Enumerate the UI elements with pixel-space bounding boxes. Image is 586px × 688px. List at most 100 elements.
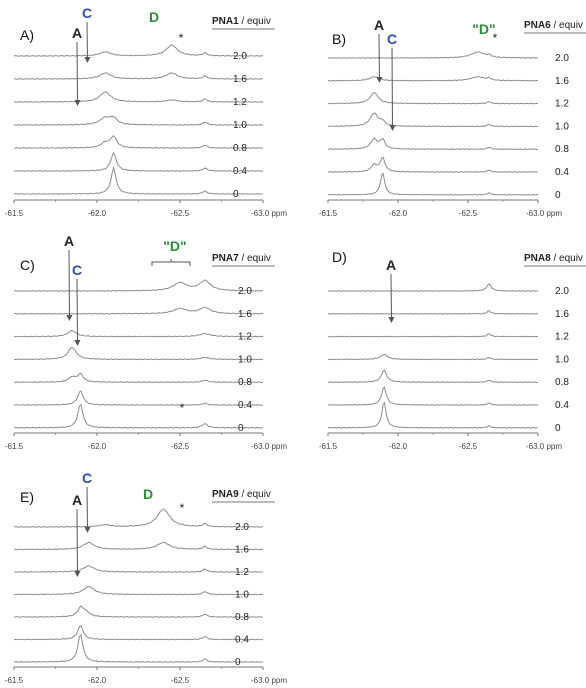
compound-header: PNA9 / equiv xyxy=(212,489,271,500)
equiv-unit: / equiv xyxy=(239,253,271,264)
spectrum-trace-1.2 xyxy=(327,92,539,105)
equiv-unit: / equiv xyxy=(239,16,271,27)
x-tick-label: -62.0 xyxy=(88,676,107,685)
peak-arrow xyxy=(84,21,91,63)
spectrum-trace-0.8 xyxy=(13,372,264,383)
x-tick-label: -61.5 xyxy=(5,676,24,685)
x-tick-label: -62.5 xyxy=(171,442,190,451)
spectrum-trace-1.0 xyxy=(327,353,539,361)
peak-arrow xyxy=(74,41,81,106)
x-tick-label: -62.0 xyxy=(389,209,408,218)
spectrum-trace-0 xyxy=(327,172,539,196)
spectrum-trace-0.4 xyxy=(13,625,264,641)
equiv-label: 1.0 xyxy=(238,354,252,365)
equiv-label: 0.4 xyxy=(238,400,252,411)
spectrum-trace-1.2 xyxy=(13,565,264,573)
spectrum-trace-2.0 xyxy=(327,51,539,59)
compound-name: PNA9 xyxy=(212,489,239,500)
compound-header: PNA1 / equiv xyxy=(212,16,271,27)
peak-arrow xyxy=(376,33,383,83)
equiv-label: 0 xyxy=(555,423,561,434)
peak-label-a: A xyxy=(64,233,74,249)
nmr-panel-b: B) PNA6 / equiv 2.0 1.6 1.2 1.0 0.8 0.4 0 -61.5 -6… xyxy=(319,17,586,218)
equiv-label: 0.4 xyxy=(235,635,249,646)
spectrum-trace-0 xyxy=(327,401,539,429)
equiv-label: 2.0 xyxy=(233,51,247,62)
equiv-label: 0 xyxy=(555,190,561,201)
spectrum-trace-1.6 xyxy=(327,75,539,82)
peak-label-c: C xyxy=(82,470,92,486)
panel-letter: D) xyxy=(332,249,347,265)
panel-letter: C) xyxy=(20,257,35,273)
equiv-label: 2.0 xyxy=(555,286,569,297)
peak-label-a: A xyxy=(374,17,384,33)
x-tick-label: -62.5 xyxy=(459,209,478,218)
x-tick-label: -61.5 xyxy=(5,442,24,451)
peak-label-a: A xyxy=(72,492,82,508)
spectrum-trace-1.0 xyxy=(13,585,264,596)
equiv-label: 1.6 xyxy=(235,545,249,556)
equiv-label: 2.0 xyxy=(238,286,252,297)
equiv-label: 0.4 xyxy=(555,400,569,411)
equiv-label: 1.6 xyxy=(555,76,569,87)
spectrum-trace-0.8 xyxy=(13,605,264,618)
spectrum-trace-0 xyxy=(13,165,264,195)
compound-name: PNA8 xyxy=(524,253,551,264)
peak-arrow xyxy=(74,278,81,346)
peak-arrow xyxy=(66,249,73,321)
x-tick-label: -63.0 ppm xyxy=(251,209,287,218)
x-tick-label: -62.0 xyxy=(389,442,408,451)
equiv-label: 1.2 xyxy=(233,97,247,108)
spectrum-trace-1.0 xyxy=(13,115,264,126)
equiv-label: 0.8 xyxy=(233,143,247,154)
equiv-label: 0.8 xyxy=(555,377,569,388)
equiv-label: 1.0 xyxy=(555,354,569,365)
equiv-label: 1.0 xyxy=(555,121,569,132)
spectrum-trace-0.4 xyxy=(13,151,264,172)
nmr-panel-d: D) PNA8 / equiv 2.0 1.6 1.2 1.0 0.8 0.4 0 -61.5 -6… xyxy=(319,249,586,451)
nmr-panel-e: E) PNA9 / equiv 2.0 1.6 1.2 1.0 0.8 0.4 0 -61.5 -6… xyxy=(5,470,287,685)
compound-header: PNA6 / equiv xyxy=(524,20,583,31)
equiv-label: 0 xyxy=(235,657,241,668)
x-tick-label: -63.0 ppm xyxy=(251,442,287,451)
peak-label-a: A xyxy=(386,257,396,273)
equiv-label: 2.0 xyxy=(555,53,569,64)
compound-header: PNA7 / equiv xyxy=(212,253,271,264)
spectrum-trace-1.6 xyxy=(13,541,264,551)
compound-header: PNA8 / equiv xyxy=(524,253,583,264)
spectrum-trace-1.6 xyxy=(13,306,264,315)
impurity-marker: * xyxy=(180,401,185,415)
panel-letter: E) xyxy=(20,489,34,505)
equiv-unit: / equiv xyxy=(551,20,583,31)
compound-name: PNA1 xyxy=(212,16,239,27)
peak-label-a: A xyxy=(72,25,82,41)
x-tick-label: -63.0 ppm xyxy=(526,442,562,451)
x-tick-label: -62.5 xyxy=(459,442,478,451)
equiv-label: 1.6 xyxy=(555,309,569,320)
impurity-marker: * xyxy=(493,31,498,45)
panel-letter: B) xyxy=(332,31,346,47)
equiv-label: 1.2 xyxy=(555,332,569,343)
peak-label-c: C xyxy=(72,262,82,278)
nmr-panel-a: A) PNA1 / equiv 2.0 1.6 1.2 1.0 0.8 0.4 0 -61.5 -6… xyxy=(5,5,287,218)
spectrum-trace-2.0 xyxy=(13,508,264,528)
compound-name: PNA6 xyxy=(524,20,551,31)
peak-bracket xyxy=(151,259,191,266)
equiv-label: 1.2 xyxy=(235,567,249,578)
spectrum-trace-2.0 xyxy=(13,279,264,292)
equiv-label: 0.8 xyxy=(235,612,249,623)
equiv-label: 1.2 xyxy=(555,99,569,110)
x-tick-label: -61.5 xyxy=(319,209,338,218)
peak-label-d: D xyxy=(149,9,159,25)
x-tick-label: -62.0 xyxy=(88,442,107,451)
x-tick-label: -61.5 xyxy=(5,209,24,218)
peak-label-c: C xyxy=(82,5,92,21)
spectrum-trace-0.4 xyxy=(327,156,539,173)
peak-label-d: "D" xyxy=(163,238,186,254)
equiv-label: 1.2 xyxy=(238,332,252,343)
spectrum-trace-0 xyxy=(13,403,264,429)
equiv-label: 0.8 xyxy=(238,377,252,388)
equiv-label: 1.0 xyxy=(235,590,249,601)
x-tick-label: -61.5 xyxy=(319,442,338,451)
spectrum-trace-1.0 xyxy=(327,112,539,128)
